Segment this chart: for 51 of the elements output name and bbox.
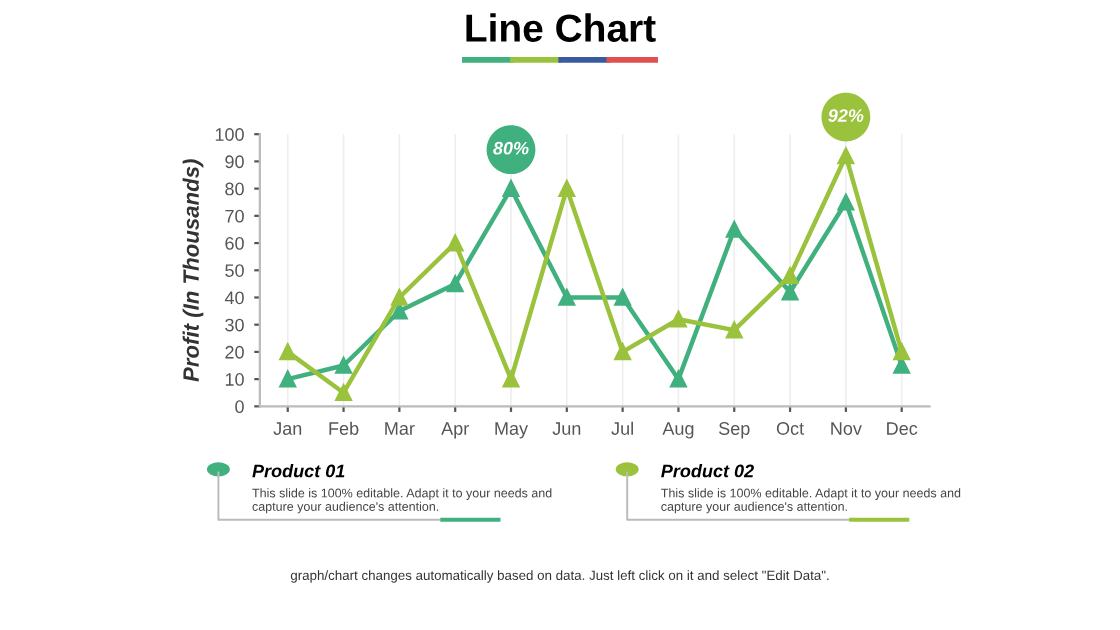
point bbox=[335, 357, 352, 374]
x-tick-label: Nov bbox=[831, 422, 862, 435]
point bbox=[279, 343, 297, 361]
x-tick-label: Feb bbox=[329, 421, 359, 435]
x-tick-label: Jun bbox=[552, 422, 581, 435]
x-tick-label: Oct bbox=[776, 422, 804, 435]
x-tick-label: Sep bbox=[719, 422, 750, 439]
x-tick-label: Aug bbox=[662, 422, 694, 439]
point bbox=[837, 147, 855, 165]
point bbox=[558, 180, 576, 197]
legend-label: Product 02 bbox=[661, 464, 754, 478]
point bbox=[335, 384, 352, 402]
x-tick-label: Jan bbox=[273, 422, 302, 435]
point bbox=[446, 234, 464, 252]
y-tick-label: 50 bbox=[225, 264, 244, 277]
point bbox=[781, 267, 799, 285]
point bbox=[837, 193, 855, 211]
y-axis-title: Profit (In Thousands) bbox=[182, 159, 204, 382]
point bbox=[502, 180, 520, 197]
point bbox=[614, 289, 631, 306]
y-tick-label: 40 bbox=[224, 291, 244, 305]
point bbox=[670, 310, 687, 328]
x-tick-label: Jul bbox=[611, 421, 633, 435]
x-tick-label: Apr bbox=[441, 422, 469, 439]
point bbox=[725, 321, 743, 339]
point bbox=[614, 343, 631, 361]
point bbox=[391, 289, 408, 306]
y-tick-label: 20 bbox=[225, 345, 244, 359]
y-tick-label: 70 bbox=[225, 209, 244, 223]
annotation: 80% bbox=[493, 141, 529, 155]
y-tick-label: 60 bbox=[225, 236, 244, 250]
y-tick-label: 0 bbox=[235, 400, 244, 414]
y-tick-label: 10 bbox=[225, 373, 244, 386]
y-tick-label: 90 bbox=[225, 155, 244, 169]
point bbox=[279, 370, 297, 388]
chart-title: Line Chart bbox=[466, 13, 656, 42]
point bbox=[502, 370, 520, 388]
x-tick-label: May bbox=[495, 422, 529, 439]
point bbox=[893, 343, 911, 361]
point bbox=[446, 275, 464, 293]
y-tick-label: 100 bbox=[215, 128, 244, 141]
x-tick-label: Mar bbox=[385, 422, 415, 435]
annotation: 92% bbox=[828, 109, 864, 122]
legend-label: Product 01 bbox=[252, 464, 345, 478]
point bbox=[670, 370, 687, 388]
point bbox=[725, 221, 743, 238]
x-tick-label: Dec bbox=[887, 422, 918, 435]
y-tick-label: 30 bbox=[225, 318, 244, 332]
point bbox=[558, 289, 576, 306]
y-tick-label: 80 bbox=[225, 182, 244, 196]
point bbox=[781, 283, 799, 301]
